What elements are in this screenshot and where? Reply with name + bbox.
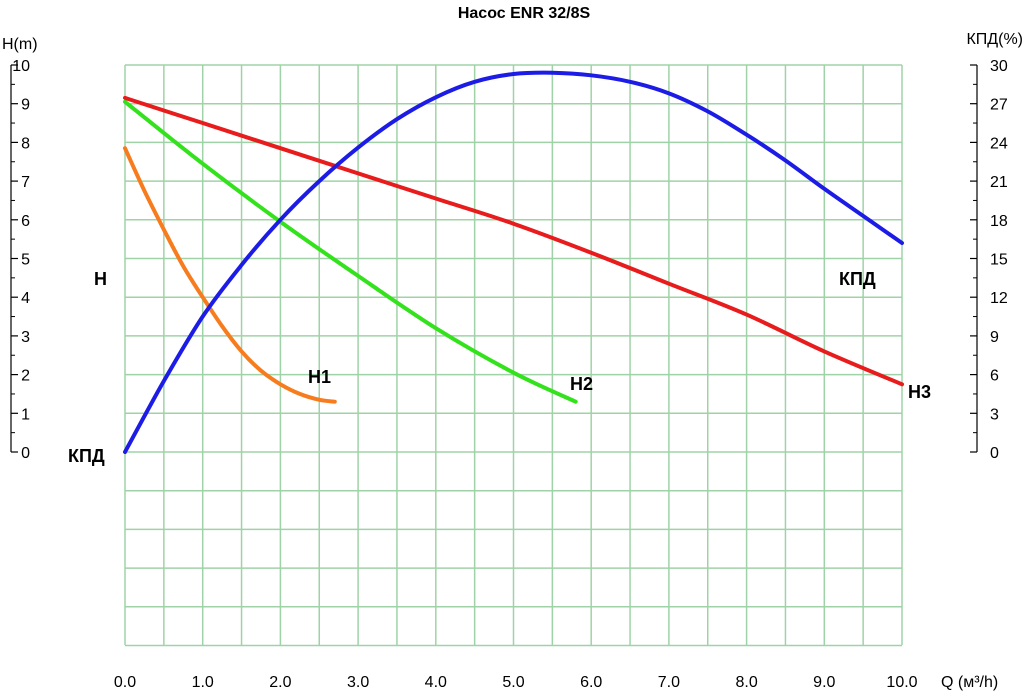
right-axis-tick-label: 18	[990, 213, 1008, 230]
left-axis-tick-label: 7	[21, 174, 30, 191]
left-axis-tick-label: 4	[21, 290, 30, 307]
series-label-h2: H2	[570, 374, 593, 394]
x-axis-tick-label: 3.0	[347, 674, 369, 691]
series-label-efficiency: КПД	[839, 269, 876, 289]
left-axis-tick-label: 2	[21, 368, 30, 385]
right-axis-tick-label: 24	[990, 135, 1008, 152]
x-axis-label: Q (м³/h)	[941, 674, 998, 691]
right-axis-tick-label: 0	[990, 445, 999, 462]
series-line-h2	[123, 99, 578, 404]
left-axis-label: H(m)	[2, 36, 38, 53]
x-axis-tick-label: 6.0	[580, 674, 602, 691]
head-axis-label: H	[94, 269, 107, 289]
x-axis-tick-label: 0.0	[114, 674, 136, 691]
left-axis-tick-label: 10	[12, 58, 30, 75]
right-axis-tick-label: 27	[990, 97, 1008, 114]
x-axis-tick-label: 2.0	[269, 674, 291, 691]
x-axis-tick-label: 4.0	[425, 674, 447, 691]
left-axis-tick-label: 5	[21, 252, 30, 269]
right-axis-tick-label: 30	[990, 58, 1008, 75]
left-axis-tick-label: 1	[21, 406, 30, 423]
right-axis-tick-label: 6	[990, 368, 999, 385]
left-axis-tick-label: 0	[21, 445, 30, 462]
right-axis-tick-label: 9	[990, 329, 999, 346]
x-axis-tick-label: 10.0	[886, 674, 917, 691]
right-axis-tick-label: 21	[990, 174, 1008, 191]
efficiency-axis-label: КПД	[68, 446, 105, 466]
right-axis-tick-label: 15	[990, 252, 1008, 269]
left-axis-tick-label: 3	[21, 329, 30, 346]
series-label-h3: H3	[908, 382, 931, 402]
x-axis-tick-label: 5.0	[502, 674, 524, 691]
plot-grid	[124, 64, 903, 647]
right-axis-tick-label: 3	[990, 406, 999, 423]
left-axis-tick-label: 6	[21, 213, 30, 230]
right-axis-tick-label: 12	[990, 290, 1008, 307]
series-line-h1	[123, 146, 337, 404]
curves	[123, 70, 904, 454]
x-axis-tick-label: 7.0	[658, 674, 680, 691]
left-axis-tick-label: 8	[21, 135, 30, 152]
x-axis-tick-label: 1.0	[192, 674, 214, 691]
right-axis-label: КПД(%)	[966, 31, 1023, 48]
series-label-h1: H1	[308, 367, 331, 387]
x-axis-tick-label: 9.0	[813, 674, 835, 691]
left-axis-tick-label: 9	[21, 97, 30, 114]
chart-title: Насос ENR 32/8S	[458, 5, 591, 22]
x-axis-tick-label: 8.0	[735, 674, 757, 691]
series-line-efficiency	[123, 70, 904, 454]
series-line-h3	[123, 95, 904, 387]
